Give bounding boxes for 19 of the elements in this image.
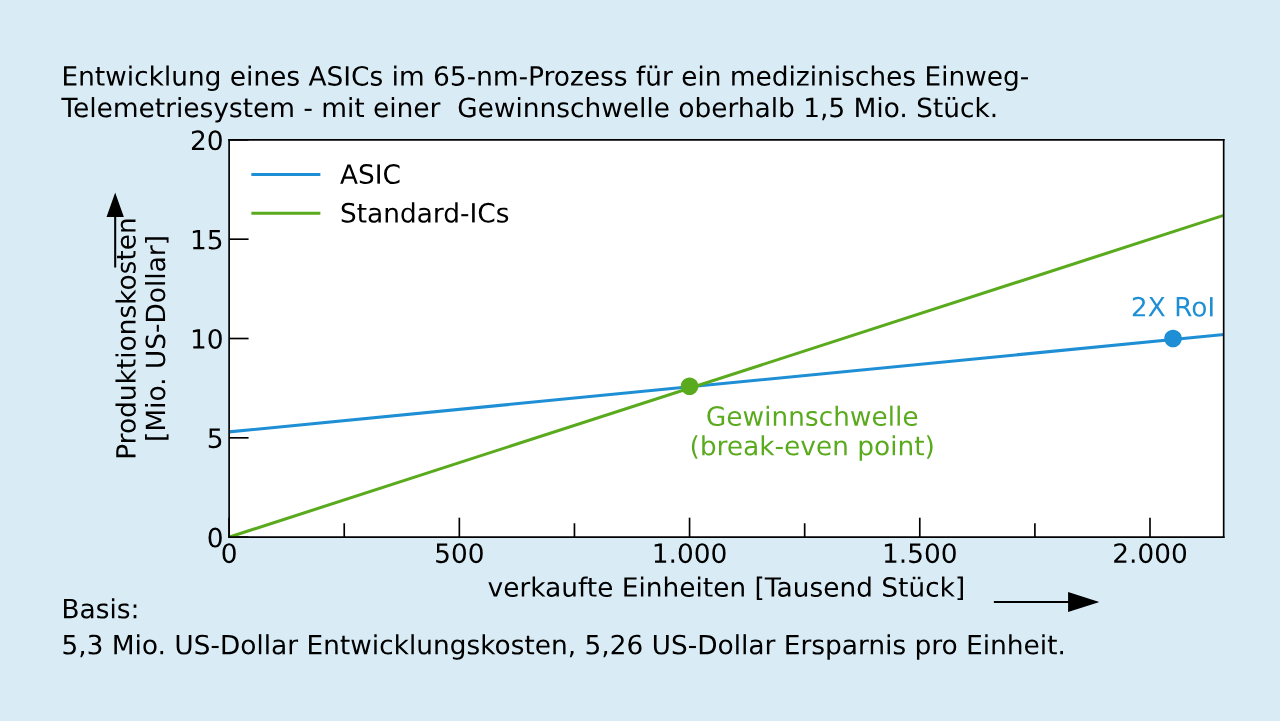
y-tick-label: 0 [208,527,222,548]
y-tick-label: 10 [192,328,222,349]
x-tick-label: 2.000 [1114,543,1187,564]
y-axis-title: Produktionskosten [Mio. US-Dollar] [115,219,169,458]
y-tick-label: 5 [208,428,222,449]
x-tick-label: 0 [222,543,236,564]
chart-title: Entwicklung eines ASICs im 65-nm-Prozess für ein medizinisches Einweg- Telemetriesystem - mit einer Gewinnschwelle oberhalb 1,5 Mio. Stück. [61,65,1029,123]
x-tick-label: 1.500 [884,543,956,564]
text: 5,3 Mio. US-Dollar Entwicklungskosten, 5,26 US-Dollar Ersparnis pro Einheit. [63,634,1064,660]
text: Basis: [64,598,137,619]
annotation: 2X RoI [1132,296,1213,317]
legend-label: Standard-ICs [341,202,509,223]
y-tick-label: 15 [192,229,222,250]
y-tick-label: 20 [191,130,222,151]
x-tick-label: 1.000 [654,543,726,564]
x-tick-label: 500 [436,543,483,564]
x-axis-title: verkaufte Einheiten [Tausend Stück] [488,576,963,601]
legend-label: ASIC [340,164,400,185]
annotation: Gewinnschwelle (break-even point) [691,405,933,461]
